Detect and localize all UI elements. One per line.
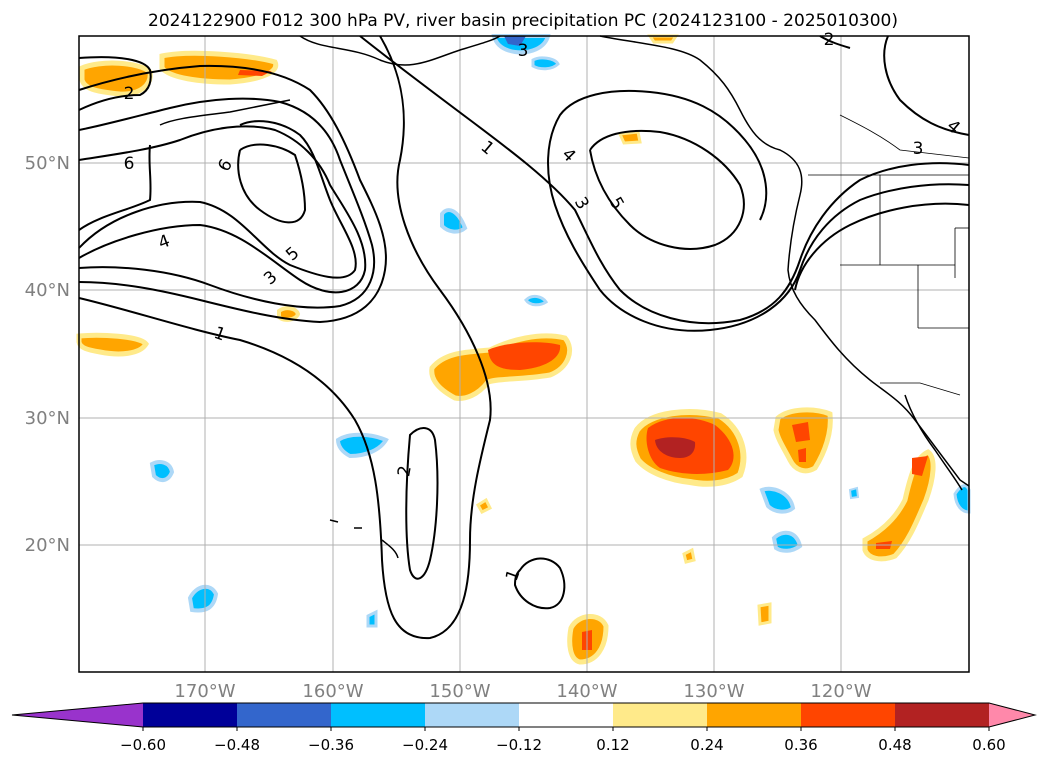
longitude-labels: 170°W 160°W 150°W 140°W 130°W 120°W [174, 681, 871, 702]
colorbar-segment [613, 703, 708, 727]
colorbar-tick-label: 0.24 [690, 736, 723, 754]
precip-dot-5 [647, 34, 679, 44]
colorbar-tick-label: −0.48 [214, 736, 260, 754]
colorbar-segment [801, 703, 896, 727]
lon-label: 120°W [810, 681, 871, 702]
colorbar-tick-label: 0.48 [878, 736, 911, 754]
precip-blob-central-red [488, 342, 561, 370]
colorbar-tick-label: −0.60 [120, 736, 166, 754]
precip-dot-2 [682, 547, 696, 564]
contour-label: 2 [824, 30, 835, 50]
colorbar-segment [895, 703, 990, 727]
precipitation-shading [76, 34, 971, 665]
figure-title: 2024122900 F012 300 hPa PV, river basin … [148, 11, 898, 31]
lat-label: 40°N [25, 280, 70, 301]
contour-label: 3 [913, 139, 924, 159]
contour-label: 3 [518, 41, 529, 61]
contour-labels: 2 6 6 5 4 3 1 1 4 3 5 3 2 2 1 3 4 [124, 30, 964, 584]
latitude-labels: 50°N 40°N 30°N 20°N [25, 153, 70, 556]
precip-blob-east-small-red [792, 422, 810, 462]
colorbar-segment [237, 703, 332, 727]
colorbar-ticks: −0.60 −0.48 −0.36 −0.24 −0.12 0.12 0.24 0.36 0.4… [120, 727, 1006, 754]
colorbar-tick-label: 0.60 [972, 736, 1005, 754]
colorbar-fills [12, 703, 1035, 727]
negative-blob-11 [366, 609, 378, 628]
lat-label: 20°N [25, 535, 70, 556]
colorbar-segment [519, 703, 614, 727]
lon-label: 170°W [174, 681, 235, 702]
colorbar-extend-max [989, 703, 1035, 727]
negative-blob-4 [187, 584, 219, 613]
precip-dot-1 [475, 497, 493, 514]
borders [808, 114, 970, 396]
negative-blob-3 [149, 460, 175, 483]
negative-blob-1 [440, 208, 468, 234]
lon-label: 160°W [302, 681, 363, 702]
colorbar-tick-label: −0.12 [496, 736, 542, 754]
precip-blob-east-large-darkred [655, 437, 696, 458]
colorbar-extend-min [12, 703, 143, 727]
lon-label: 150°W [429, 681, 490, 702]
precip-blob-mexico-red [876, 456, 928, 549]
colorbar-segment [707, 703, 802, 727]
colorbar: −0.60 −0.48 −0.36 −0.24 −0.12 0.12 0.24 0.36 0.4… [11, 702, 1037, 754]
colorbar-segment [331, 703, 426, 727]
precip-dot-4 [617, 130, 642, 145]
negative-blob-7-dark [504, 36, 526, 46]
precip-dot-3 [757, 602, 772, 626]
negative-blob-8 [531, 56, 560, 71]
negative-blob-9 [524, 294, 549, 307]
colorbar-tick-label: 0.12 [596, 736, 629, 754]
precip-blob-mexico-coast [862, 449, 936, 562]
colorbar-tick-label: −0.36 [308, 736, 354, 754]
lon-label: 140°W [556, 681, 617, 702]
contour-label: 2 [394, 464, 416, 478]
colorbar-tick-label: −0.24 [402, 736, 448, 754]
contour-label: 6 [124, 154, 135, 174]
precip-blob-west-edge [76, 332, 150, 357]
contour-label: 2 [124, 84, 135, 104]
negative-blob-6 [771, 530, 803, 553]
colorbar-tick-label: 0.36 [784, 736, 817, 754]
map-panel: 2 6 6 5 4 3 1 1 4 3 5 3 2 2 1 3 4 [76, 30, 971, 673]
graticule [79, 36, 969, 672]
map-frame [78, 35, 970, 673]
lat-label: 50°N [25, 153, 70, 174]
negative-blob-12 [848, 486, 860, 500]
colorbar-segment [143, 703, 238, 727]
pv-contours [78, 35, 970, 640]
negative-blob-5 [759, 486, 796, 514]
lon-label: 130°W [683, 681, 744, 702]
coastlines [159, 35, 970, 559]
colorbar-segment [425, 703, 520, 727]
lat-label: 30°N [25, 408, 70, 429]
